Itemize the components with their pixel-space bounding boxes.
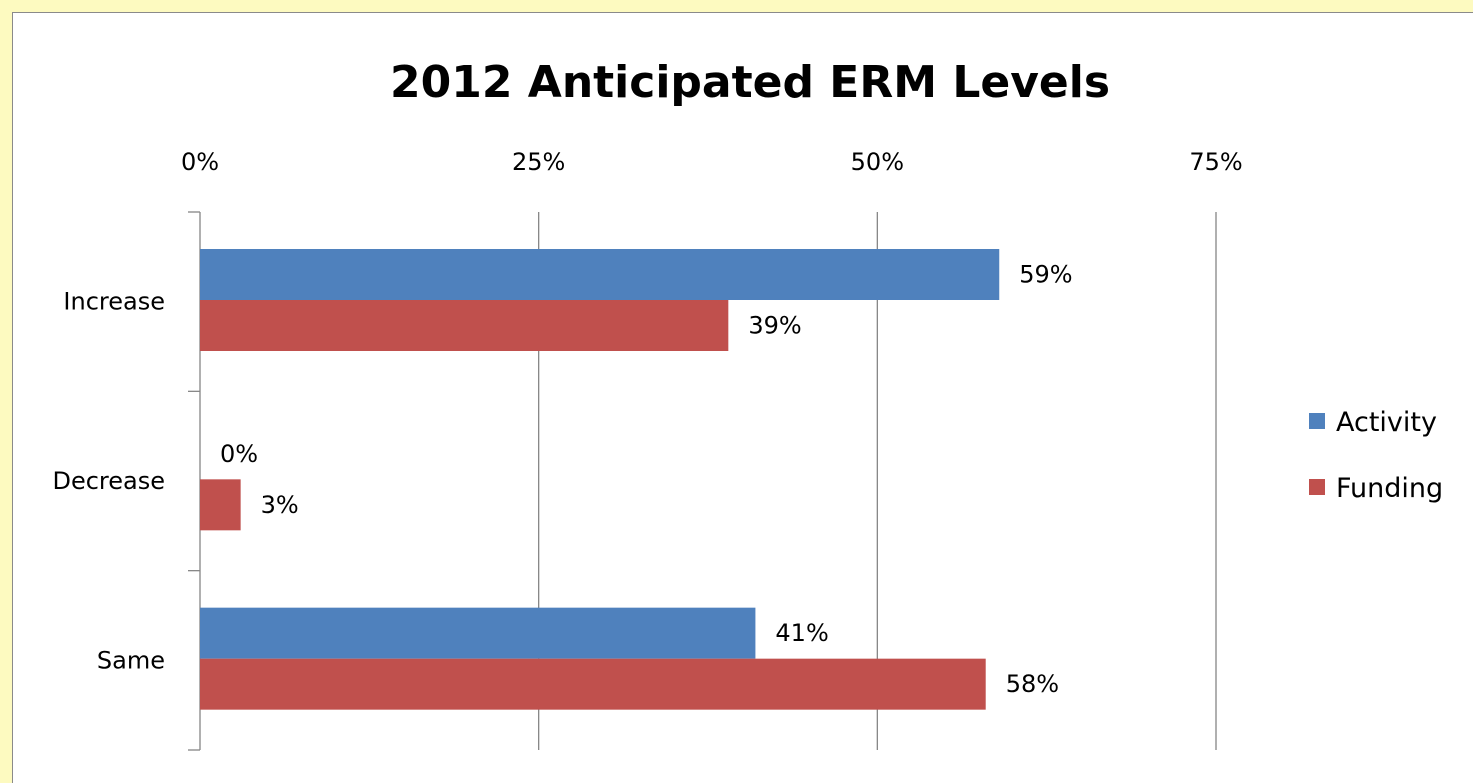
data-label: 39% — [748, 312, 801, 340]
data-labels: 59% 39% 0%3% 41% 58% — [220, 261, 1073, 699]
legend-label-activity: Activity — [1336, 407, 1437, 438]
legend-swatch-funding — [1309, 479, 1325, 495]
tick-label: 75% — [1189, 148, 1242, 176]
category-axis: Increase Decrease Same — [52, 211, 200, 751]
data-label: 0% — [220, 440, 258, 468]
chart-title: 2012 Anticipated ERM Levels — [390, 57, 1110, 108]
data-label: 59% — [1019, 261, 1072, 289]
legend-swatch-activity — [1309, 413, 1325, 429]
data-label: 41% — [775, 619, 828, 647]
legend-label-funding: Funding — [1336, 473, 1443, 504]
value-axis: 0% 25% 50% 75% — [181, 148, 1243, 176]
tick-label: 50% — [851, 148, 904, 176]
tick-label: 0% — [181, 148, 219, 176]
bar-funding — [200, 300, 729, 351]
category-label: Same — [97, 646, 165, 674]
category-label: Increase — [63, 288, 165, 316]
data-label: 58% — [1006, 670, 1059, 698]
bar-funding — [200, 479, 241, 531]
bar-activity — [200, 607, 756, 659]
bars — [200, 249, 1000, 710]
category-label: Decrease — [52, 467, 165, 495]
data-label: 3% — [261, 491, 299, 519]
legend: Activity Funding — [1309, 407, 1443, 504]
tick-label: 25% — [512, 148, 565, 176]
bar-funding — [200, 658, 986, 710]
bar-activity — [200, 249, 1000, 300]
